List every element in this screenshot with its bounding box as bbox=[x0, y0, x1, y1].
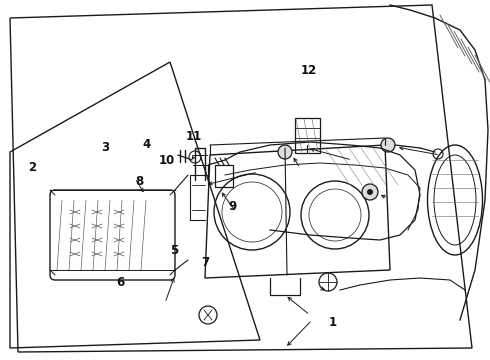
Text: 3: 3 bbox=[101, 141, 109, 154]
Circle shape bbox=[362, 184, 378, 200]
Bar bbox=[215, 165, 233, 187]
Circle shape bbox=[381, 138, 395, 152]
Text: 5: 5 bbox=[170, 244, 178, 257]
Text: 7: 7 bbox=[202, 256, 210, 269]
Text: 11: 11 bbox=[185, 130, 202, 143]
Text: 9: 9 bbox=[229, 201, 237, 213]
Text: 10: 10 bbox=[158, 154, 175, 167]
Bar bbox=[295, 118, 320, 153]
Text: 12: 12 bbox=[300, 64, 317, 77]
Text: 6: 6 bbox=[116, 276, 124, 289]
Text: 4: 4 bbox=[143, 138, 151, 150]
Text: 1: 1 bbox=[329, 316, 337, 329]
Circle shape bbox=[367, 189, 373, 195]
Circle shape bbox=[278, 145, 292, 159]
Text: 2: 2 bbox=[28, 161, 36, 174]
Text: 8: 8 bbox=[136, 175, 144, 188]
